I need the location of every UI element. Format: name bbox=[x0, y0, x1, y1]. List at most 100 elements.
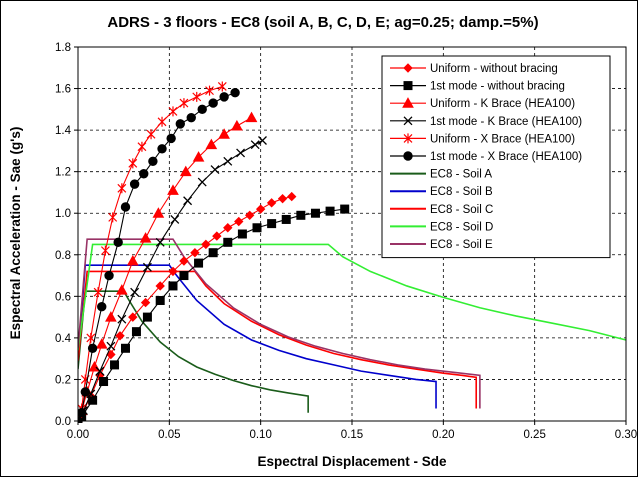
legend-marker bbox=[402, 97, 414, 108]
legend-marker bbox=[403, 133, 413, 144]
x-axis-label: Espectral Displacement - Sde bbox=[257, 454, 447, 469]
data-point bbox=[157, 116, 167, 127]
data-point bbox=[190, 247, 200, 258]
legend-entry: Uniform - K Brace (HEA100) bbox=[430, 98, 575, 110]
legend-entry: 1st mode - K Brace (HEA100) bbox=[430, 116, 582, 128]
data-point bbox=[197, 177, 207, 187]
data-point bbox=[179, 271, 189, 281]
data-point bbox=[120, 343, 130, 353]
data-point bbox=[166, 133, 176, 144]
x-tick-label: 0.10 bbox=[249, 429, 271, 441]
data-point bbox=[87, 343, 98, 353]
data-point bbox=[310, 208, 320, 218]
legend-marker bbox=[403, 63, 413, 73]
legend-entry: EC8 - Soil A bbox=[430, 169, 492, 181]
data-point bbox=[183, 196, 193, 206]
data-point bbox=[234, 216, 244, 227]
data-point bbox=[137, 141, 147, 152]
y-tick-label: 1.0 bbox=[55, 208, 71, 220]
x-tick-label: 0.30 bbox=[615, 429, 637, 441]
data-point bbox=[208, 248, 218, 258]
y-tick-label: 1.4 bbox=[55, 125, 72, 137]
y-tick-label: 0.0 bbox=[55, 416, 71, 428]
data-point bbox=[237, 229, 247, 239]
legend-box bbox=[381, 55, 611, 259]
data-point bbox=[108, 212, 118, 223]
data-point bbox=[205, 85, 214, 96]
data-point bbox=[170, 214, 180, 224]
data-point bbox=[115, 331, 125, 341]
data-point bbox=[130, 287, 140, 297]
x-tick-label: 0.05 bbox=[158, 429, 180, 441]
data-point bbox=[197, 104, 207, 115]
data-point bbox=[168, 266, 178, 277]
data-point bbox=[139, 232, 152, 243]
legend: Uniform - without bracing 1st mode - with… bbox=[381, 55, 611, 259]
y-tick-label: 1.2 bbox=[55, 167, 71, 179]
y-tick-label: 0.8 bbox=[55, 250, 71, 262]
data-point bbox=[129, 179, 140, 189]
data-point bbox=[218, 128, 230, 139]
legend-entry: EC8 - Soil B bbox=[430, 186, 493, 198]
data-point bbox=[287, 191, 297, 202]
series-line bbox=[78, 208, 345, 422]
data-point bbox=[131, 327, 141, 337]
y-tick-label: 0.6 bbox=[55, 291, 71, 303]
y-tick-label: 1.8 bbox=[55, 42, 71, 54]
y-tick-label: 1.6 bbox=[55, 84, 71, 96]
data-point bbox=[93, 287, 103, 298]
legend-entry: 1st mode - X Brace (HEA100) bbox=[430, 151, 582, 163]
data-point bbox=[250, 140, 260, 150]
y-tick-label: 0.4 bbox=[55, 333, 72, 345]
data-point bbox=[113, 237, 123, 248]
data-point bbox=[117, 314, 127, 324]
data-point bbox=[252, 223, 262, 233]
data-point bbox=[192, 91, 202, 102]
data-point bbox=[126, 254, 139, 266]
data-point bbox=[148, 156, 158, 166]
data-point bbox=[142, 262, 152, 272]
data-point bbox=[168, 106, 178, 117]
data-point bbox=[95, 366, 105, 376]
series-line bbox=[78, 243, 627, 351]
legend-entry: Uniform - without bracing bbox=[430, 63, 558, 75]
data-point bbox=[106, 341, 116, 351]
legend-entry: Uniform - X Brace (HEA100) bbox=[430, 133, 575, 145]
data-point bbox=[194, 258, 204, 268]
series-line bbox=[78, 238, 481, 409]
data-point bbox=[167, 184, 179, 195]
data-point bbox=[192, 151, 205, 162]
data-point bbox=[277, 193, 288, 204]
data-point bbox=[267, 219, 277, 229]
data-point bbox=[105, 311, 117, 322]
data-point bbox=[120, 202, 131, 212]
data-point bbox=[86, 332, 96, 343]
data-point bbox=[325, 206, 335, 216]
data-point bbox=[100, 245, 110, 256]
data-point bbox=[186, 112, 196, 123]
series-line bbox=[78, 270, 478, 409]
data-point bbox=[208, 98, 218, 108]
data-point bbox=[146, 129, 156, 140]
data-point bbox=[128, 158, 138, 169]
data-point bbox=[245, 111, 258, 123]
chart-title: ADRS - 3 floors - EC8 (soil A, B, C, D, … bbox=[107, 14, 538, 31]
data-point bbox=[296, 210, 306, 220]
data-point bbox=[212, 231, 222, 241]
data-point bbox=[142, 312, 152, 322]
data-point bbox=[95, 338, 108, 349]
data-point bbox=[179, 256, 189, 266]
y-axis-label: Espectral Acceleration - Sae (g's) bbox=[8, 127, 23, 340]
data-point bbox=[155, 237, 165, 247]
x-tick-label: 0.20 bbox=[432, 429, 454, 441]
data-point bbox=[244, 210, 255, 221]
data-point bbox=[217, 81, 227, 92]
data-point bbox=[78, 407, 87, 418]
data-point bbox=[115, 284, 128, 295]
data-point bbox=[97, 302, 107, 312]
data-point bbox=[128, 312, 138, 322]
legend-entry: 1st mode - without bracing bbox=[430, 81, 565, 93]
legend-entry: EC8 - Soil C bbox=[430, 204, 493, 216]
